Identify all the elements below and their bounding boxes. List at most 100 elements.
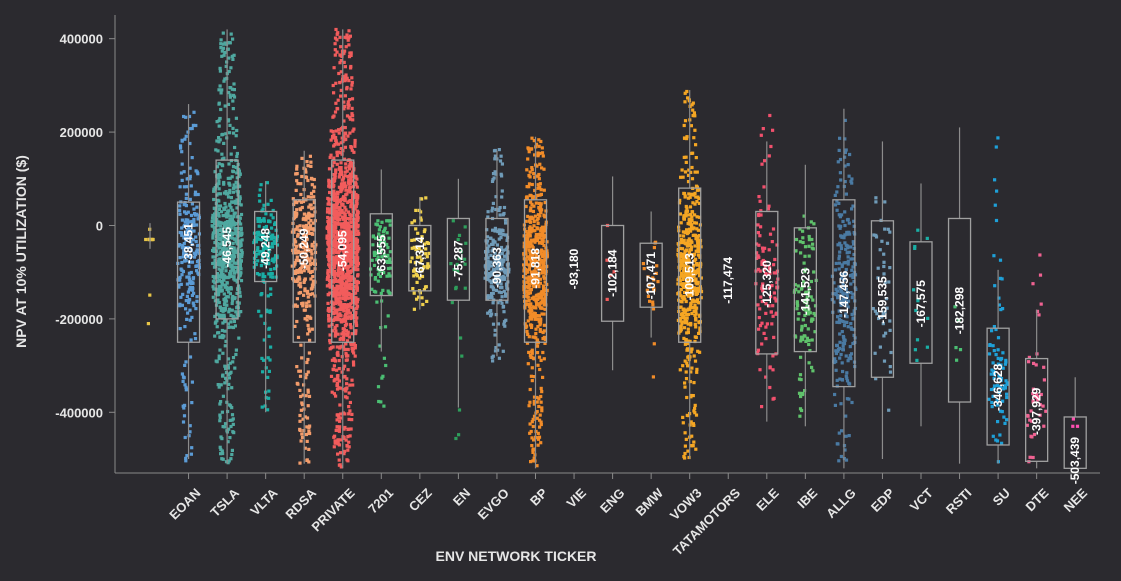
data-point [344, 73, 348, 77]
data-point [228, 418, 232, 422]
data-point [768, 232, 773, 236]
data-point [768, 267, 772, 271]
data-point [219, 285, 223, 289]
data-point [533, 238, 537, 242]
data-point [832, 281, 836, 285]
data-point [370, 258, 374, 262]
data-point [348, 264, 352, 268]
data-point [841, 369, 845, 374]
data-point [307, 351, 311, 355]
data-point [239, 259, 243, 263]
data-point [813, 313, 817, 317]
data-point [354, 174, 358, 179]
data-point [771, 354, 775, 358]
data-point [312, 185, 317, 189]
data-point [224, 229, 228, 233]
data-point [500, 295, 504, 299]
data-point [346, 200, 350, 204]
data-point [761, 127, 765, 131]
data-point [305, 290, 310, 294]
data-point [216, 298, 220, 302]
data-point [501, 260, 505, 264]
data-point [230, 217, 234, 221]
category-group: -46,545 [210, 29, 244, 465]
data-point [339, 229, 343, 233]
data-point [528, 284, 532, 288]
data-point [180, 233, 184, 237]
data-point [528, 209, 532, 213]
data-point [840, 289, 844, 293]
data-point [386, 314, 390, 318]
data-point [309, 248, 313, 253]
data-point [686, 254, 690, 258]
data-point [531, 284, 535, 288]
data-point [227, 427, 231, 431]
data-point [530, 182, 534, 187]
data-point [460, 354, 464, 358]
data-point [343, 425, 347, 430]
data-point [840, 235, 844, 239]
data-point [839, 178, 843, 182]
data-point [526, 214, 530, 218]
data-point [530, 355, 534, 359]
data-point [696, 298, 700, 302]
data-point [230, 406, 234, 410]
data-point [685, 413, 689, 417]
data-point [888, 319, 892, 323]
data-point [306, 195, 310, 199]
data-point [847, 434, 851, 438]
data-point [213, 212, 217, 216]
data-point [538, 296, 543, 300]
data-point [294, 244, 299, 248]
data-point [542, 275, 546, 279]
data-point [680, 271, 684, 275]
data-point [215, 221, 219, 225]
data-point [797, 391, 802, 395]
data-point [344, 45, 348, 49]
data-point [219, 383, 223, 387]
data-point [496, 301, 500, 305]
data-point [262, 218, 266, 222]
data-point [350, 83, 354, 87]
data-point [339, 438, 343, 442]
data-point [343, 226, 347, 230]
data-point [219, 169, 223, 173]
data-point [530, 259, 534, 263]
data-point [187, 114, 192, 119]
data-point [261, 272, 265, 276]
data-point [344, 389, 348, 393]
data-point [839, 244, 843, 248]
data-point [846, 295, 850, 299]
data-point [798, 414, 802, 418]
data-point [352, 127, 356, 131]
data-point [341, 264, 345, 268]
x-tick-label: BMW [632, 485, 666, 519]
data-point [686, 96, 690, 100]
data-point [807, 244, 811, 248]
data-point [378, 274, 383, 278]
data-point [334, 261, 338, 265]
data-point [338, 170, 343, 174]
data-point [234, 116, 238, 120]
data-point [353, 319, 357, 323]
data-point [760, 162, 764, 166]
data-point [188, 260, 192, 264]
data-point [838, 241, 842, 245]
data-point [347, 29, 351, 33]
data-point [527, 282, 531, 286]
data-point [211, 233, 215, 237]
data-point [238, 196, 242, 201]
data-point [528, 291, 532, 295]
data-point [194, 235, 198, 239]
data-point [689, 213, 693, 217]
data-point [838, 136, 842, 140]
data-point [844, 434, 848, 438]
data-point [688, 227, 692, 231]
data-point [264, 212, 268, 216]
data-point [495, 243, 499, 247]
data-point [412, 245, 416, 249]
data-point [531, 459, 535, 463]
data-point [344, 162, 348, 166]
data-point [353, 247, 358, 251]
data-point [427, 251, 431, 255]
